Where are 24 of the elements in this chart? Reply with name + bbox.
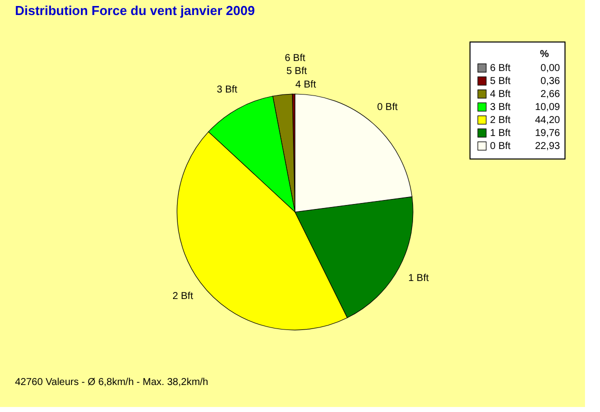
data-label: 19,76 bbox=[534, 128, 560, 139]
slice-label: 1 Bft bbox=[408, 272, 429, 284]
legend-label: 5 Bft bbox=[490, 76, 511, 87]
legend-label: 2 Bft bbox=[490, 115, 511, 126]
slice-label: 5 Bft bbox=[286, 66, 308, 78]
chart-title: Distribution Force du vent janvier 2009 bbox=[15, 3, 255, 18]
category-label: 6 Bft bbox=[284, 53, 306, 64]
text: 0,00 bbox=[540, 63, 560, 74]
legend-label: 4 Bft bbox=[490, 89, 511, 100]
slice-label: 0 Bft bbox=[377, 102, 398, 113]
legend-title: % bbox=[540, 49, 549, 60]
slice-label: 4 Bft bbox=[295, 79, 316, 90]
text: 42760 Valeurs - Ø 6,8km/h - Max. 38,2km/h bbox=[15, 377, 208, 388]
legend-label: 1 Bft bbox=[490, 128, 511, 139]
data-label: 22,93 bbox=[534, 141, 560, 152]
slice-label: 3 Bft bbox=[216, 84, 238, 96]
data-label: 44,20 bbox=[534, 115, 560, 126]
data-label: 0,36 bbox=[540, 76, 560, 87]
data-label: 2,66 bbox=[540, 89, 560, 100]
legend-label: 3 Bft bbox=[490, 102, 511, 113]
slice-label: 2 Bft bbox=[172, 290, 194, 302]
legend-label: 0 Bft bbox=[490, 141, 511, 152]
legend-label: 6 Bft bbox=[490, 63, 511, 74]
data-label: 10,09 bbox=[534, 102, 560, 113]
